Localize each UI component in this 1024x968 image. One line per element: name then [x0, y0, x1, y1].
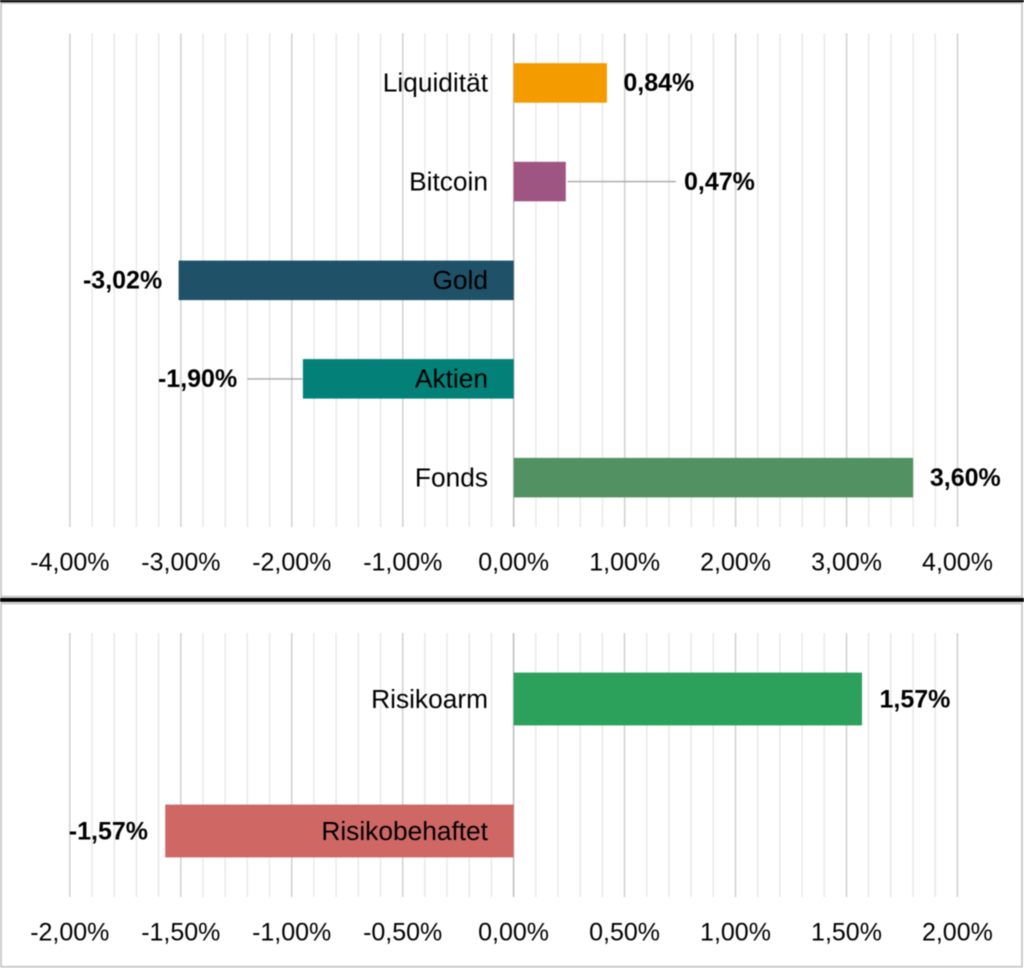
svg-text:1,00%: 1,00%	[589, 549, 660, 577]
svg-text:-1,00%: -1,00%	[363, 549, 442, 577]
svg-text:0,50%: 0,50%	[589, 919, 660, 947]
svg-text:0,84%: 0,84%	[623, 69, 694, 97]
svg-text:-1,57%: -1,57%	[69, 817, 148, 845]
svg-text:-3,00%: -3,00%	[141, 549, 220, 577]
svg-text:Liquidität: Liquidität	[383, 68, 489, 98]
svg-text:-3,02%: -3,02%	[83, 267, 162, 295]
svg-text:-0,50%: -0,50%	[363, 919, 442, 947]
svg-text:4,00%: 4,00%	[922, 549, 993, 577]
svg-text:1,50%: 1,50%	[811, 919, 882, 947]
svg-text:2,00%: 2,00%	[700, 549, 771, 577]
svg-text:0,00%: 0,00%	[478, 549, 549, 577]
svg-text:-1,50%: -1,50%	[141, 919, 220, 947]
svg-text:-2,00%: -2,00%	[252, 549, 331, 577]
svg-text:Gold: Gold	[432, 265, 488, 295]
svg-text:1,00%: 1,00%	[700, 919, 771, 947]
svg-text:0,47%: 0,47%	[684, 168, 755, 196]
svg-text:3,60%: 3,60%	[930, 464, 1001, 492]
svg-text:-2,00%: -2,00%	[30, 919, 109, 947]
svg-text:1,57%: 1,57%	[880, 685, 951, 713]
svg-text:Fonds: Fonds	[415, 462, 488, 492]
svg-text:Risikobehaftet: Risikobehaftet	[321, 816, 488, 846]
svg-text:-1,90%: -1,90%	[158, 365, 237, 393]
svg-text:Bitcoin: Bitcoin	[409, 166, 488, 196]
svg-text:Aktien: Aktien	[415, 364, 488, 394]
svg-text:0,00%: 0,00%	[478, 919, 549, 947]
svg-text:Risikoarm: Risikoarm	[371, 684, 488, 714]
svg-text:-1,00%: -1,00%	[252, 919, 331, 947]
svg-text:3,00%: 3,00%	[811, 549, 882, 577]
svg-text:2,00%: 2,00%	[922, 919, 993, 947]
svg-text:-4,00%: -4,00%	[30, 549, 109, 577]
